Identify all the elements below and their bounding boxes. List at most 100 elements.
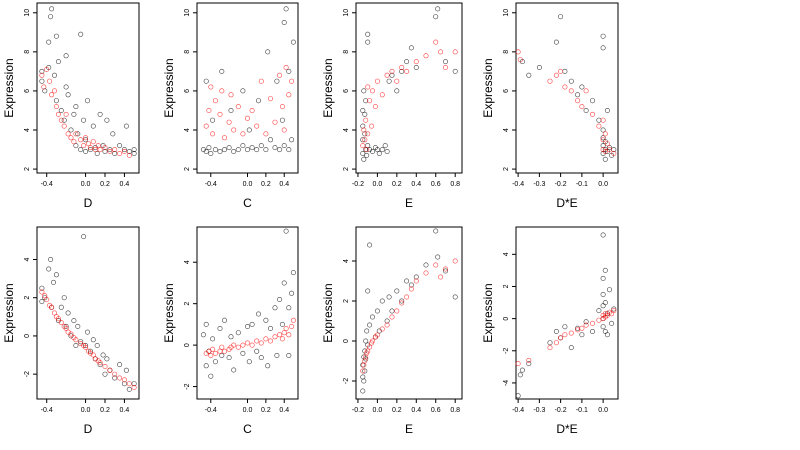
y-tick-label: 0 [503,317,510,321]
panel-bottom-3: -0.2 0.0 0.2 0.4 0.6 0.8 -2 0 2 4 E Expression [321,226,463,436]
plot-frame [196,226,299,400]
data-point [374,78,380,84]
data-point [433,262,439,268]
series-black [200,228,296,379]
data-point [258,78,264,84]
data-point [372,104,378,110]
series-red [39,66,132,158]
data-point [602,267,608,273]
data-point [258,355,264,361]
x-tick-label: 0.2 [392,181,402,188]
data-point [361,88,367,94]
data-point [212,98,218,104]
data-point [61,117,67,123]
y-axis-label: Expression [2,58,16,117]
data-point [362,137,368,143]
data-point [286,68,292,74]
data-point [55,59,61,65]
plot-frame [36,226,140,400]
data-point [386,294,392,300]
data-point [255,311,261,317]
data-point [126,381,132,387]
data-point [231,127,237,133]
data-point [102,371,108,377]
data-point [61,295,67,301]
data-point [212,147,218,153]
data-point [575,327,581,333]
data-point [203,321,209,327]
y-tick-label: 0 [24,334,31,338]
data-point [78,137,84,143]
data-point [87,348,93,354]
data-point [263,147,269,153]
data-point [254,338,260,344]
data-point [604,332,610,338]
data-point [44,66,50,72]
data-point [389,68,395,74]
data-point [404,294,410,300]
data-point [379,326,385,332]
data-point [240,143,246,149]
data-point [107,147,113,153]
data-point [404,59,410,65]
x-tick-label: 0.0 [81,181,91,188]
x-tick-label: 0.2 [392,407,402,414]
data-point [51,72,57,78]
x-tick-label: 0.0 [598,181,608,188]
data-point [604,108,610,114]
x-tick-label: -0.3 [533,407,545,414]
data-point [452,68,458,74]
x-tick-label: 0.0 [598,407,608,414]
data-point [283,65,289,71]
data-point [596,117,602,123]
data-point [553,340,559,346]
data-point [404,68,410,74]
plot-frame [355,226,463,400]
data-point [75,131,81,137]
data-point [363,338,369,344]
data-point [367,242,373,248]
data-point [50,279,56,285]
data-point [265,49,271,55]
data-point [97,111,103,117]
data-point [558,14,564,20]
data-point [290,39,296,45]
panel-bottom-2: -0.4 0.0 0.2 0.4 -2 0 2 4 C Expression [162,226,299,436]
data-point [131,151,137,157]
data-point [515,49,521,55]
data-point [558,68,564,74]
data-point [131,147,137,153]
data-point [365,131,371,137]
data-point [123,367,129,373]
series-black [39,234,137,392]
x-tick-label: -0.4 [41,181,53,188]
data-point [203,78,209,84]
data-point [384,149,390,155]
data-point [361,378,367,384]
data-point [553,328,559,334]
y-axis-label: Expression [321,283,335,342]
data-point [58,117,64,123]
data-point [364,328,370,334]
data-point [39,68,45,74]
x-tick-label: 0.6 [431,181,441,188]
series-black [360,228,458,394]
data-point [384,72,390,78]
data-point [369,149,375,155]
data-point [47,78,53,84]
data-point [526,357,532,363]
x-tick-label: 0.0 [243,181,253,188]
data-point [83,342,89,348]
series-black [360,6,458,162]
data-point [265,363,271,369]
data-point [438,274,444,280]
x-tick-label: -0.1 [576,181,588,188]
data-point [362,131,368,137]
data-point [39,298,45,304]
data-point [568,330,574,336]
y-tick-label: 2 [343,299,350,303]
data-point [281,330,287,336]
data-point [210,117,216,123]
data-point [602,300,608,306]
y-axis-label: Expression [162,283,176,342]
